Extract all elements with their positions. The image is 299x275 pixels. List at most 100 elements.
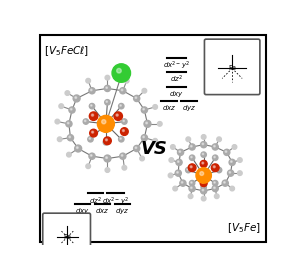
Circle shape	[102, 120, 106, 124]
Circle shape	[202, 162, 204, 164]
Circle shape	[212, 144, 218, 150]
Circle shape	[181, 182, 183, 183]
Circle shape	[119, 103, 124, 109]
Text: $dyz$: $dyz$	[115, 206, 129, 216]
Circle shape	[89, 103, 95, 109]
Circle shape	[216, 167, 222, 173]
Circle shape	[91, 131, 94, 133]
Circle shape	[57, 137, 62, 142]
Circle shape	[201, 135, 206, 139]
Circle shape	[135, 147, 137, 148]
Circle shape	[91, 89, 92, 91]
Circle shape	[177, 172, 178, 173]
Circle shape	[224, 182, 225, 183]
Circle shape	[187, 169, 188, 170]
Circle shape	[146, 122, 147, 124]
Text: VS: VS	[140, 139, 167, 158]
Circle shape	[117, 68, 121, 73]
Circle shape	[66, 121, 72, 127]
Circle shape	[214, 194, 219, 199]
Text: $dyz$: $dyz$	[182, 103, 196, 113]
Circle shape	[121, 89, 123, 91]
Circle shape	[121, 155, 123, 156]
Circle shape	[191, 156, 192, 158]
Circle shape	[179, 151, 181, 152]
Text: $dz^2$: $dz^2$	[89, 196, 102, 207]
Circle shape	[224, 149, 230, 155]
Circle shape	[222, 180, 228, 186]
Circle shape	[170, 145, 175, 149]
Circle shape	[120, 88, 126, 94]
Circle shape	[237, 158, 242, 162]
Circle shape	[190, 187, 192, 189]
Circle shape	[189, 185, 195, 192]
Circle shape	[214, 187, 215, 189]
Circle shape	[201, 188, 207, 194]
Circle shape	[67, 122, 69, 124]
Circle shape	[55, 119, 60, 124]
Circle shape	[120, 128, 128, 135]
Circle shape	[176, 159, 182, 166]
FancyBboxPatch shape	[205, 39, 260, 95]
Circle shape	[135, 97, 137, 98]
Circle shape	[169, 158, 174, 162]
Circle shape	[201, 152, 206, 157]
Circle shape	[186, 167, 191, 173]
Circle shape	[178, 149, 184, 155]
Circle shape	[213, 155, 218, 160]
Circle shape	[202, 143, 204, 145]
Circle shape	[106, 157, 107, 158]
Circle shape	[229, 159, 235, 166]
Circle shape	[122, 130, 124, 131]
Circle shape	[189, 144, 195, 150]
Text: $dxz$: $dxz$	[95, 206, 109, 215]
Text: $dxy$: $dxy$	[75, 206, 89, 216]
Circle shape	[211, 164, 219, 172]
Circle shape	[89, 112, 98, 120]
Circle shape	[105, 141, 106, 142]
Circle shape	[67, 135, 74, 141]
Circle shape	[90, 129, 97, 137]
Circle shape	[200, 180, 207, 187]
Circle shape	[65, 91, 70, 95]
Circle shape	[190, 145, 192, 147]
Text: $dxz$: $dxz$	[162, 103, 176, 112]
Circle shape	[88, 137, 93, 142]
Circle shape	[190, 166, 192, 168]
Circle shape	[112, 64, 131, 82]
FancyBboxPatch shape	[43, 213, 91, 261]
Circle shape	[106, 101, 107, 102]
Circle shape	[116, 114, 118, 116]
Circle shape	[202, 186, 204, 187]
Circle shape	[202, 182, 204, 183]
Circle shape	[86, 78, 91, 83]
Circle shape	[190, 155, 195, 160]
Circle shape	[188, 164, 196, 172]
Circle shape	[123, 120, 124, 122]
Circle shape	[77, 147, 78, 148]
Circle shape	[105, 75, 110, 80]
Circle shape	[201, 142, 207, 148]
Text: Fe: Fe	[63, 234, 71, 240]
Circle shape	[89, 153, 95, 159]
Circle shape	[190, 180, 195, 186]
Circle shape	[213, 166, 215, 168]
Text: $dx^{2-}y^2$: $dx^{2-}y^2$	[102, 196, 129, 208]
Circle shape	[89, 138, 91, 139]
Text: $dxy$: $dxy$	[169, 89, 184, 99]
Circle shape	[86, 164, 91, 169]
Circle shape	[230, 186, 234, 191]
Circle shape	[231, 161, 232, 162]
Circle shape	[106, 87, 107, 89]
Circle shape	[144, 120, 151, 127]
Circle shape	[141, 107, 147, 113]
Circle shape	[140, 156, 144, 161]
Circle shape	[202, 153, 204, 155]
Circle shape	[83, 119, 89, 124]
Circle shape	[217, 137, 221, 142]
Circle shape	[103, 140, 109, 145]
Circle shape	[120, 153, 126, 159]
FancyBboxPatch shape	[40, 35, 266, 243]
Circle shape	[91, 105, 92, 106]
Circle shape	[202, 189, 204, 191]
